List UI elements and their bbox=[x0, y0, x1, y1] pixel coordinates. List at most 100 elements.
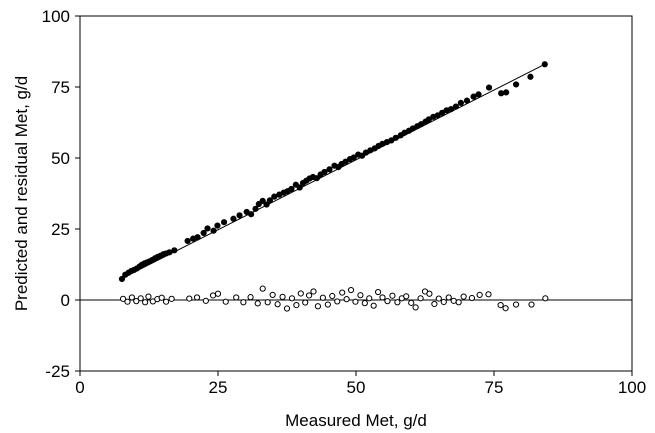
y-tick-label: 25 bbox=[51, 220, 70, 239]
residual-point bbox=[269, 291, 276, 298]
predicted-point bbox=[230, 215, 237, 222]
predicted-point bbox=[470, 93, 477, 100]
y-tick-label: 50 bbox=[51, 149, 70, 168]
predicted-point bbox=[447, 106, 455, 113]
predicted-point bbox=[485, 84, 493, 91]
regression-line-layer bbox=[125, 64, 544, 278]
predicted-point bbox=[263, 201, 270, 208]
x-tick-label: 25 bbox=[209, 378, 228, 397]
x-tick-label: 75 bbox=[485, 378, 504, 397]
residual-point bbox=[502, 305, 509, 312]
residual-point bbox=[137, 295, 144, 302]
residual-point bbox=[343, 296, 350, 303]
y-tick-label: 0 bbox=[61, 291, 70, 310]
predicted-point bbox=[252, 205, 259, 212]
regression-line bbox=[125, 64, 544, 278]
plot-area-frame bbox=[79, 15, 633, 372]
y-axis-title: Predicted and residual Met, g/d bbox=[12, 76, 31, 311]
predicted-point bbox=[503, 89, 510, 96]
residual-point bbox=[193, 294, 201, 301]
residual-point bbox=[403, 293, 410, 300]
residual-point bbox=[259, 285, 266, 292]
residual-point bbox=[440, 298, 447, 306]
residual-point bbox=[119, 295, 127, 302]
residual-point bbox=[163, 298, 170, 305]
residual-point bbox=[431, 300, 438, 308]
residual-point bbox=[394, 299, 401, 306]
residual-point bbox=[264, 299, 271, 306]
residual-point bbox=[222, 298, 229, 305]
predicted-point bbox=[266, 197, 273, 204]
x-tick-label: 100 bbox=[618, 378, 646, 397]
predicted-point bbox=[463, 97, 471, 104]
residual-point bbox=[283, 305, 291, 312]
residual-point bbox=[128, 294, 135, 301]
residual-points bbox=[119, 285, 549, 312]
predicted-point bbox=[214, 222, 221, 229]
predicted-point bbox=[527, 73, 534, 80]
residual-point bbox=[310, 288, 317, 295]
residual-point bbox=[497, 302, 504, 309]
predicted-point bbox=[541, 61, 548, 68]
residual-point bbox=[158, 294, 165, 301]
residual-point bbox=[512, 301, 520, 308]
residual-point bbox=[319, 294, 326, 301]
residual-point bbox=[168, 295, 175, 302]
residual-point bbox=[124, 298, 131, 305]
predicted-point bbox=[200, 229, 207, 237]
predicted-point bbox=[457, 99, 464, 107]
predicted-point bbox=[288, 185, 295, 193]
residual-point bbox=[293, 302, 300, 309]
predicted-point bbox=[321, 168, 328, 176]
x-axis-title: Measured Met, g/d bbox=[285, 411, 427, 430]
predicted-point bbox=[498, 90, 505, 97]
predicted-point bbox=[313, 175, 320, 182]
residual-point bbox=[450, 297, 457, 304]
residual-point bbox=[240, 299, 247, 306]
predicted-point bbox=[326, 166, 333, 173]
residual-point bbox=[435, 295, 442, 302]
y-tick-label: 100 bbox=[42, 7, 70, 26]
residual-point bbox=[476, 291, 483, 298]
residual-point bbox=[297, 290, 304, 297]
residual-point bbox=[302, 299, 309, 306]
predicted-point bbox=[220, 219, 228, 226]
x-tick-label: 50 bbox=[347, 378, 366, 397]
residual-point bbox=[426, 290, 433, 297]
residual-point bbox=[389, 292, 396, 299]
residual-point bbox=[334, 298, 341, 305]
residual-point bbox=[133, 298, 140, 305]
predicted-points bbox=[118, 61, 548, 283]
residual-point bbox=[384, 298, 391, 305]
residual-point bbox=[370, 302, 377, 309]
y-tick-label: -25 bbox=[45, 362, 70, 381]
predicted-point bbox=[236, 212, 243, 219]
residual-point bbox=[455, 299, 462, 306]
residual-point bbox=[254, 300, 261, 307]
predicted-point bbox=[194, 234, 201, 241]
residual-point bbox=[460, 293, 467, 300]
residual-point bbox=[485, 291, 492, 298]
residual-point bbox=[145, 293, 152, 300]
residual-point bbox=[339, 289, 346, 296]
predicted-point bbox=[204, 225, 211, 232]
predicted-point bbox=[171, 247, 178, 254]
residual-point bbox=[214, 290, 222, 297]
residual-point bbox=[417, 295, 424, 302]
y-tick-label: 75 bbox=[51, 78, 70, 97]
residual-point bbox=[445, 294, 452, 301]
predicted-point bbox=[259, 197, 266, 204]
residual-point bbox=[379, 294, 386, 301]
residual-point bbox=[347, 286, 355, 294]
residual-point bbox=[279, 293, 286, 300]
residual-point bbox=[468, 294, 476, 302]
predicted-point bbox=[392, 134, 399, 141]
residual-point bbox=[305, 292, 313, 299]
residual-point bbox=[361, 300, 368, 307]
residual-point bbox=[288, 295, 296, 302]
residual-point bbox=[374, 288, 382, 296]
residual-point bbox=[352, 298, 359, 305]
predicted-point bbox=[118, 275, 126, 283]
predicted-point bbox=[296, 184, 303, 191]
